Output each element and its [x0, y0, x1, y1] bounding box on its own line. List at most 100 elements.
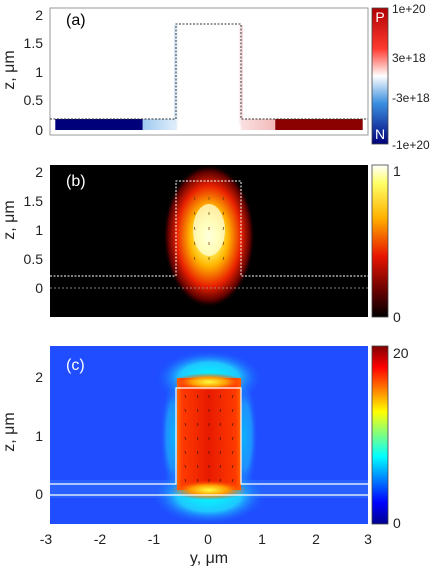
field-arrow	[219, 394, 221, 399]
field-arrow	[197, 464, 199, 469]
ytick-label: 1	[35, 64, 43, 80]
field-arrow	[184, 450, 187, 455]
field-arrow	[219, 450, 221, 455]
x-axis-label: y, μm	[190, 550, 228, 566]
field-arrow	[222, 256, 224, 261]
xtick-label: 3	[364, 531, 372, 547]
ytick-label: 1.5	[24, 193, 44, 209]
panel-c: (c) 0 1 2 z, μm 20 0 -3 -2 -1 0 1 2 3 y,…	[1, 345, 409, 566]
field-arrow	[197, 408, 199, 413]
colorbar-c-tick: 0	[393, 515, 401, 531]
panel-c-yticks: 0 1 2	[35, 369, 43, 502]
panel-c-label: (c)	[66, 357, 85, 374]
doping-regions	[55, 119, 363, 130]
x-axis-ticks: -3 -2 -1 0 1 2 3	[40, 531, 372, 547]
panel-b-yticks: 0 0.5 1 1.5 2	[24, 164, 44, 296]
xtick-label: 0	[204, 531, 212, 547]
field-arrow	[231, 408, 234, 413]
ytick-label: 1	[35, 428, 43, 444]
field-vector-arrows	[194, 196, 224, 261]
ytick-label: 1	[35, 222, 43, 238]
field-arrow	[231, 394, 234, 399]
field-arrow	[197, 436, 199, 441]
panel-b-label: (b)	[66, 173, 86, 190]
rib-field-core	[177, 378, 241, 490]
waveguide-outline	[50, 180, 368, 277]
ytick-label: 0	[35, 122, 43, 138]
ytick-label: 0	[35, 280, 43, 296]
panel-b: (b) 0 0.5 1 1.5 2 z, μm 1 0	[1, 163, 401, 325]
field-arrow	[194, 241, 196, 246]
colorbar-a-tick: 3e+18	[392, 51, 426, 65]
field-arrow	[222, 211, 224, 216]
doping-region-p	[275, 119, 363, 130]
xtick-label: -1	[148, 531, 161, 547]
field-arrow	[184, 436, 187, 441]
doping-region-n	[55, 119, 143, 130]
panel-a: (a) 0 0.5 1 1.5 2 z, μm P N 1e+20 3e+18 …	[1, 2, 430, 152]
field-arrow	[222, 196, 224, 201]
colorbar-b-tick: 0	[393, 309, 401, 325]
ytick-label: 2	[35, 7, 43, 23]
field-arrow	[219, 408, 221, 413]
colorbar-a-bottom-letter: N	[375, 126, 385, 142]
field-arrow	[184, 394, 187, 399]
colorbar-c-tick: 20	[393, 345, 409, 361]
field-arrow	[231, 450, 234, 455]
field-vector-arrows	[184, 394, 234, 483]
field-arrow	[219, 436, 221, 441]
ytick-label: 0.5	[24, 92, 44, 108]
waveguide-outline	[50, 23, 368, 120]
colorbar-b	[371, 164, 389, 318]
colorbar-a-tick: -3e+18	[392, 91, 430, 105]
ytick-label: 1.5	[24, 35, 44, 51]
xtick-label: -2	[94, 531, 107, 547]
doping-region-nminus	[142, 119, 178, 130]
field-arrow	[194, 226, 196, 231]
xtick-label: 2	[312, 531, 320, 547]
doping-region-pminus	[240, 119, 276, 130]
field-arrow	[219, 422, 221, 427]
hotspot-top	[173, 373, 245, 391]
ytick-label: 2	[35, 164, 43, 180]
ytick-label: 0	[35, 486, 43, 502]
field-arrow	[197, 422, 199, 427]
field-arrow	[231, 478, 234, 483]
field-arrow	[197, 478, 199, 483]
panel-a-ylabel: z, μm	[1, 50, 18, 89]
colorbar-b-tick: 1	[393, 163, 401, 179]
field-arrow	[194, 211, 196, 216]
field-arrow	[231, 422, 234, 427]
panel-a-label: (a)	[66, 12, 86, 29]
field-arrow	[222, 241, 224, 246]
ytick-label: 0.5	[24, 251, 44, 267]
field-arrow	[184, 408, 187, 413]
colorbar-c	[371, 345, 389, 525]
field-arrow	[222, 226, 224, 231]
field-arrow	[197, 450, 199, 455]
field-arrow	[231, 464, 234, 469]
field-arrow	[197, 394, 199, 399]
field-arrow	[184, 478, 187, 483]
xtick-label: -3	[40, 531, 53, 547]
field-arrow	[231, 436, 234, 441]
field-arrow	[194, 256, 196, 261]
panel-a-frame	[49, 7, 369, 136]
field-arrow	[219, 478, 221, 483]
waveguide-outline	[50, 387, 368, 485]
panel-c-ylabel: z, μm	[1, 412, 18, 451]
colorbar-a	[371, 7, 389, 145]
field-arrow	[194, 196, 196, 201]
colorbar-a-tick: -1e+20	[392, 138, 430, 152]
panel-b-ylabel: z, μm	[1, 200, 18, 239]
colorbar-a-top-letter: P	[375, 9, 384, 25]
hotspot-bottom	[171, 480, 247, 500]
panel-a-yticks: 0 0.5 1 1.5 2	[24, 7, 44, 138]
ytick-label: 2	[35, 369, 43, 385]
field-arrow	[219, 464, 221, 469]
field-arrow	[184, 422, 187, 427]
colorbar-a-tick: 1e+20	[392, 2, 426, 16]
field-arrow	[184, 464, 187, 469]
xtick-label: 1	[258, 531, 266, 547]
